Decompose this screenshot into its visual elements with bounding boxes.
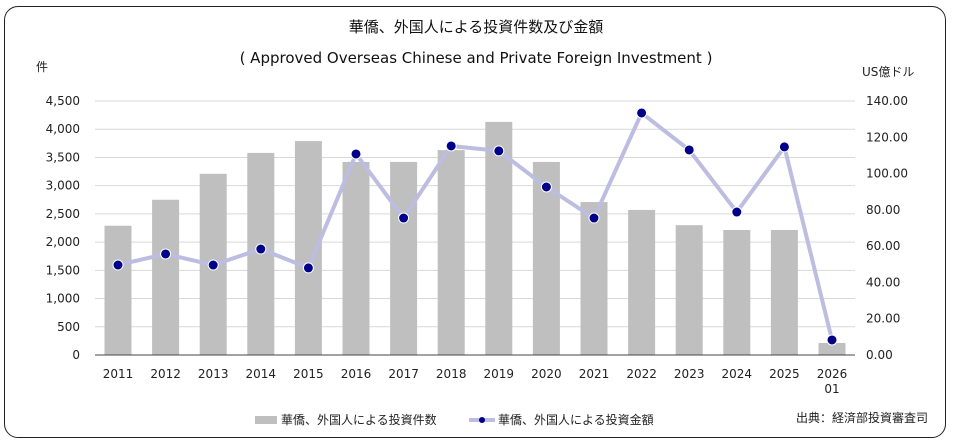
left-tick-label: 2,000	[46, 235, 80, 249]
source-note: 出典：経済部投資審査司	[796, 410, 928, 425]
left-tick-label: 2,500	[46, 207, 80, 221]
x-tick-label: 2013	[198, 367, 229, 381]
x-tick-label: 2021	[579, 367, 610, 381]
x-tick-label: 2015	[293, 367, 324, 381]
bar	[580, 202, 608, 355]
chart-subtitle: ( Approved Overseas Chinese and Private …	[240, 49, 713, 67]
x-tick-label: 2012	[150, 367, 181, 381]
legend-line-label: 華僑、外国人による投資金額	[498, 412, 654, 427]
line-point	[302, 262, 314, 274]
x-tick-label: 01	[824, 382, 839, 396]
legend-bar-label: 華僑、外国人による投資件数	[281, 412, 437, 427]
bar	[342, 161, 370, 355]
right-tick-label: 60.00	[866, 239, 900, 253]
line-point	[588, 212, 600, 224]
line-point	[398, 212, 410, 224]
line-point	[350, 148, 362, 160]
right-tick-label: 120.00	[866, 130, 908, 144]
right-tick-label: 100.00	[866, 167, 908, 181]
line-point	[778, 141, 790, 153]
line-series	[117, 110, 834, 341]
bar	[437, 150, 465, 355]
bar	[104, 225, 132, 355]
line-point	[160, 248, 172, 260]
line-point	[255, 243, 267, 255]
line-point	[636, 107, 648, 119]
x-tick-label: 2019	[484, 367, 515, 381]
left-tick-label: 1,500	[46, 263, 80, 277]
bar	[485, 121, 513, 355]
x-tick-label: 2025	[769, 367, 800, 381]
x-tick-label: 2017	[388, 367, 419, 381]
right-tick-label: 80.00	[866, 203, 900, 217]
chart-frame	[4, 6, 946, 438]
legend: 華僑、外国人による投資件数 華僑、外国人による投資金額	[255, 412, 654, 427]
line-point	[207, 259, 219, 271]
right-tick-label: 40.00	[866, 275, 900, 289]
left-axis-label: 件	[36, 60, 48, 74]
left-tick-label: 3,500	[46, 150, 80, 164]
chart-title: 華僑、外国人による投資件数及び金額	[349, 18, 604, 36]
line-point	[540, 181, 552, 193]
left-tick-label: 0	[72, 348, 80, 362]
x-tick-label: 2024	[722, 367, 753, 381]
line-point	[826, 334, 838, 346]
legend-bar-swatch	[255, 416, 277, 424]
right-tick-label: 20.00	[866, 312, 900, 326]
bar	[723, 229, 751, 355]
left-tick-label: 4,000	[46, 122, 80, 136]
x-tick-label: 2023	[674, 367, 705, 381]
bar	[818, 342, 846, 355]
bar	[390, 161, 418, 355]
right-tick-label: 140.00	[866, 94, 908, 108]
bar	[675, 225, 703, 355]
right-tick-label: 0.00	[866, 348, 893, 362]
bar	[152, 199, 180, 355]
left-tick-label: 3,000	[46, 179, 80, 193]
left-tick-label: 1,000	[46, 292, 80, 306]
left-tick-label: 4,500	[46, 94, 80, 108]
line-point	[493, 145, 505, 157]
line-point	[112, 259, 124, 271]
x-tick-label: 2011	[103, 367, 134, 381]
x-tick-label: 2016	[341, 367, 372, 381]
left-tick-label: 500	[57, 320, 80, 334]
legend-line-marker	[479, 417, 485, 423]
right-axis-label: US億ドル	[862, 65, 914, 79]
x-tick-label: 2026	[817, 367, 848, 381]
x-tick-label: 2020	[531, 367, 562, 381]
line-point	[731, 206, 743, 218]
bar	[628, 209, 656, 355]
line-point	[445, 140, 457, 152]
x-tick-label: 2014	[246, 367, 277, 381]
x-tick-label: 2022	[626, 367, 657, 381]
bar	[770, 229, 798, 355]
line-point	[683, 144, 695, 156]
x-tick-label: 2018	[436, 367, 467, 381]
